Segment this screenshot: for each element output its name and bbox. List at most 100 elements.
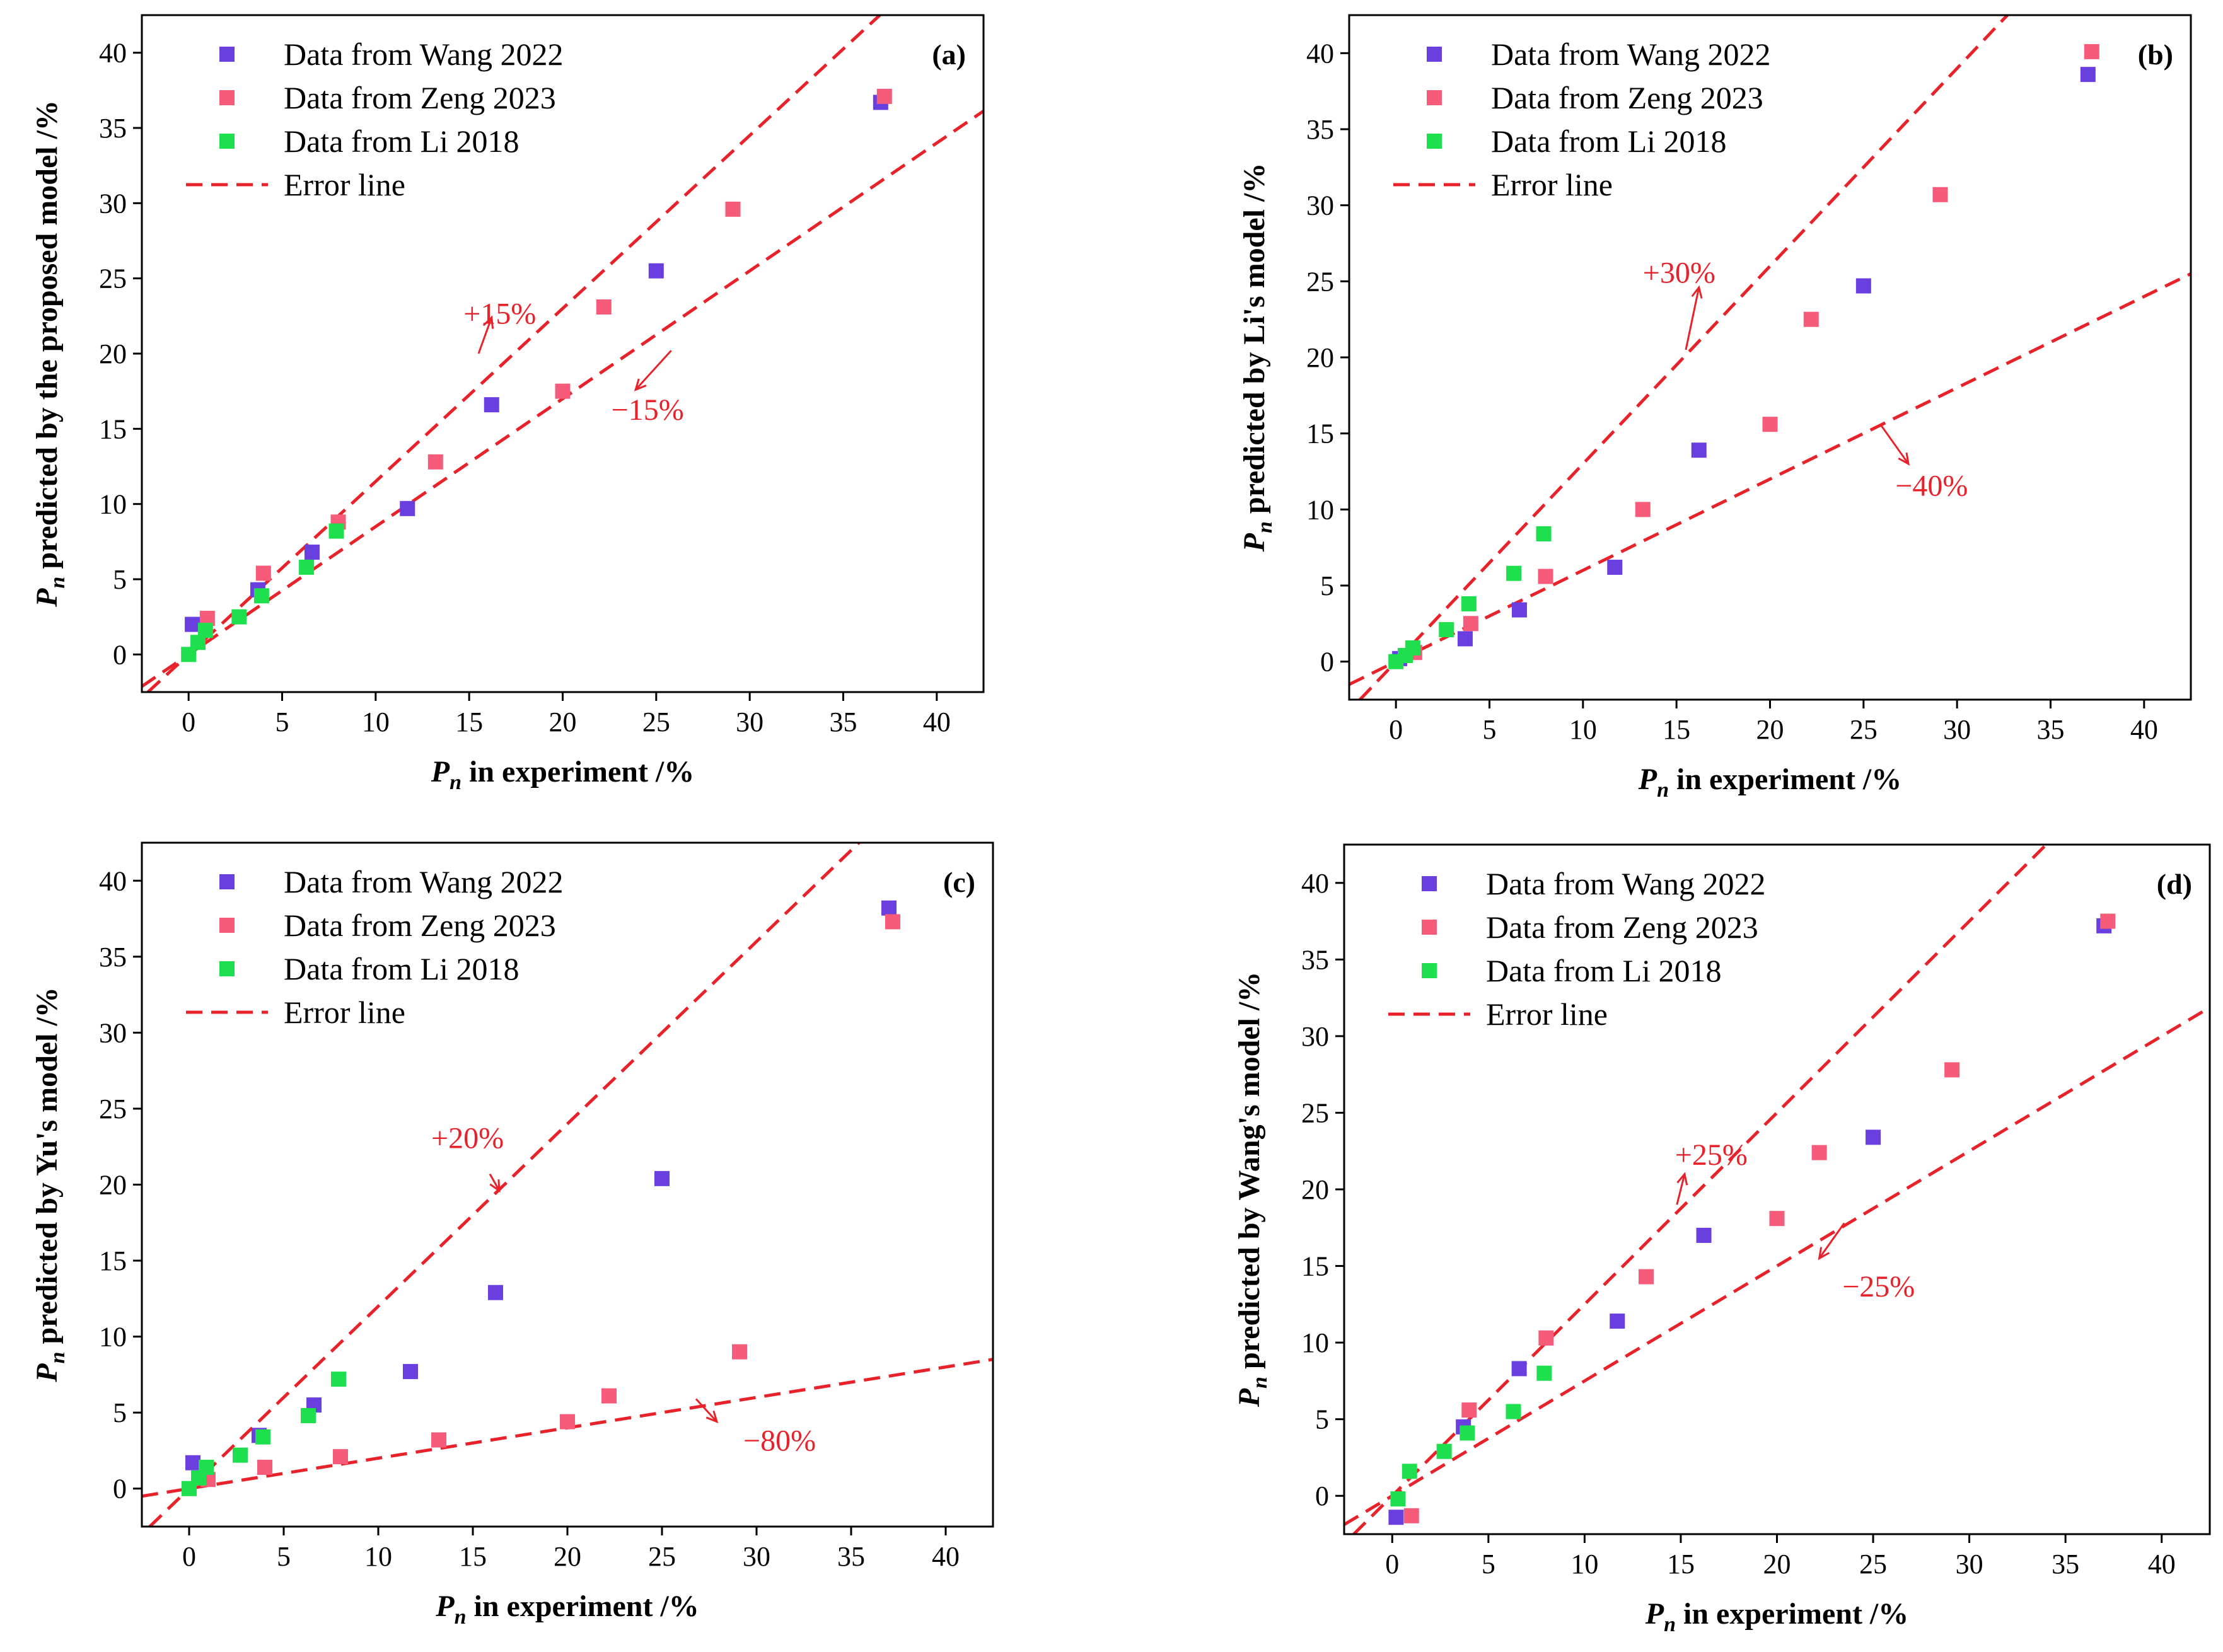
data-point <box>1506 565 1522 581</box>
legend-marker <box>1422 920 1437 935</box>
data-point <box>1390 1491 1406 1507</box>
data-point <box>1866 1129 1881 1145</box>
legend-label: Data from Zeng 2023 <box>284 908 556 943</box>
y-tick-label: 5 <box>113 564 127 595</box>
data-point <box>431 1432 446 1448</box>
data-point <box>333 1449 348 1465</box>
x-axis-title: Pn in experiment /% <box>1645 1597 1909 1636</box>
data-point <box>1436 1443 1452 1459</box>
data-point <box>231 609 247 625</box>
y-tick-label: 0 <box>113 639 127 670</box>
y-tick-label: 40 <box>99 38 127 69</box>
data-point <box>1639 1269 1654 1285</box>
data-point <box>185 1455 200 1470</box>
x-tick-label: 20 <box>549 707 577 737</box>
x-tick-label: 40 <box>932 1541 960 1572</box>
legend: Data from Wang 2022 Data from Zeng 2023 Da… <box>186 37 564 202</box>
data-point <box>2084 43 2099 59</box>
legend-label: Data from Li 2018 <box>1491 124 1727 159</box>
data-point <box>400 500 415 516</box>
y-tick-label: 40 <box>1306 38 1334 69</box>
y-tick-label: 35 <box>1306 114 1334 145</box>
y-axis-title: Pn predicted by Wang's model /% <box>1233 972 1272 1408</box>
y-tick-label: 0 <box>1320 647 1334 678</box>
error-annotation: +30% <box>1643 257 1715 290</box>
data-point <box>725 201 741 217</box>
legend-marker <box>219 47 235 62</box>
x-tick-label: 25 <box>642 707 670 737</box>
panel-label: (c) <box>943 866 975 898</box>
data-point <box>654 1170 670 1186</box>
data-point <box>1403 1508 1419 1523</box>
legend-marker <box>219 961 235 976</box>
x-tick-label: 10 <box>1569 714 1597 745</box>
x-tick-label: 30 <box>1943 714 1971 745</box>
legend-marker <box>1427 90 1442 105</box>
legend-label: Error line <box>284 167 405 202</box>
data-point <box>1635 502 1651 517</box>
x-tick-label: 40 <box>923 707 951 737</box>
legend: Data from Wang 2022 Data from Zeng 2023 Da… <box>1388 866 1766 1032</box>
y-tick-label: 35 <box>99 113 127 144</box>
x-tick-label: 0 <box>1389 714 1403 745</box>
annotation-arrow <box>477 317 493 354</box>
data-point <box>331 1372 346 1387</box>
x-axis-title: Pn in experiment /% <box>1638 763 1902 802</box>
x-tick-label: 30 <box>743 1541 770 1572</box>
data-point <box>1402 1464 1417 1479</box>
data-point <box>427 454 443 470</box>
data-point <box>1607 560 1623 575</box>
legend-label: Data from Li 2018 <box>1486 953 1722 988</box>
y-tick-label: 10 <box>99 489 127 520</box>
y-tick-label: 0 <box>113 1474 127 1505</box>
x-tick-label: 15 <box>455 707 483 737</box>
data-point <box>885 914 900 930</box>
annotation-arrowhead <box>705 1410 719 1424</box>
data-point <box>1439 621 1454 637</box>
annotation-arrowhead <box>1691 285 1703 299</box>
legend-marker <box>219 90 235 105</box>
x-tick-label: 25 <box>1850 714 1878 745</box>
error-line-upper <box>1352 845 2048 1534</box>
annotation-arrowhead <box>482 315 494 329</box>
annotation-arrowhead <box>634 378 647 391</box>
y-tick-label: 40 <box>99 865 127 896</box>
data-point <box>484 397 499 413</box>
x-tick-label: 35 <box>2052 1549 2079 1580</box>
y-tick-label: 40 <box>1301 868 1329 899</box>
error-annotation: −40% <box>1895 470 1968 503</box>
y-tick-label: 5 <box>1320 570 1334 601</box>
data-point <box>1696 1227 1712 1243</box>
data-point <box>1855 278 1871 294</box>
error-annotation: +15% <box>463 297 536 330</box>
data-point <box>596 299 612 315</box>
data-point <box>185 616 200 632</box>
panel-label: (b) <box>2138 38 2173 71</box>
y-tick-label: 25 <box>1301 1097 1329 1128</box>
data-point <box>1463 616 1478 632</box>
y-tick-label: 20 <box>99 1170 127 1201</box>
data-point <box>732 1344 747 1360</box>
legend-marker <box>1427 134 1442 149</box>
x-tick-label: 35 <box>830 707 857 737</box>
y-tick-label: 5 <box>113 1397 127 1428</box>
legend-label: Data from Li 2018 <box>284 951 519 986</box>
x-tick-label: 0 <box>182 707 195 737</box>
legend-label: Data from Wang 2022 <box>1486 866 1766 901</box>
x-tick-label: 25 <box>648 1541 676 1572</box>
data-point <box>1811 1145 1827 1160</box>
data-point <box>560 1414 575 1430</box>
annotation-arrow <box>1676 1174 1686 1205</box>
y-tick-label: 30 <box>99 188 127 219</box>
x-tick-label: 5 <box>1483 714 1497 745</box>
data-point <box>1511 602 1527 618</box>
legend-label: Error line <box>1491 167 1613 202</box>
x-tick-label: 15 <box>459 1541 487 1572</box>
error-annotation: −25% <box>1842 1270 1915 1303</box>
data-point <box>253 588 269 604</box>
legend-label: Data from Wang 2022 <box>1491 37 1771 72</box>
data-point <box>1944 1062 1960 1078</box>
legend-marker <box>1427 47 1442 62</box>
y-tick-label: 15 <box>99 1245 127 1276</box>
